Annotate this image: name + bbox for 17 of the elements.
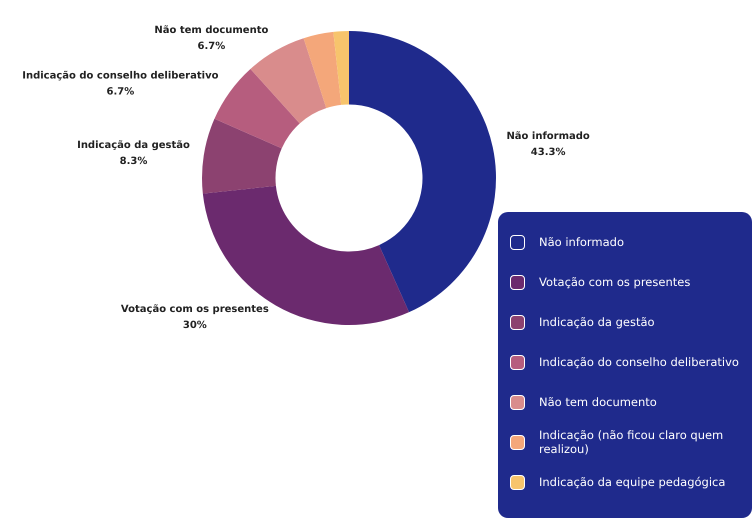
slice-label: Votação com os presentes [120,304,269,316]
legend-label: Votação com os presentes [539,275,690,289]
slice-label: Não informado [506,130,590,142]
legend-label: Indicação da equipe pedagógica [539,475,726,489]
data-label: 6.7% [106,86,134,98]
data-label: 8.3% [120,156,148,167]
data-label: 6.7% [197,41,226,52]
data-label: 30% [182,320,207,332]
legend-label: Indicação da gestão [539,315,655,329]
slice-label: Não tem documento [154,25,268,36]
legend-label: Não informado [539,235,624,249]
slice-label: Indicação da gestão [77,140,190,151]
data-label: 43.3% [530,146,566,158]
legend-label: Indicação do conselho deliberativo [539,355,739,369]
legend-label: Indicação (não ficou claro quem realizou) [539,428,724,456]
legend-label: Não tem documento [539,395,657,409]
slice-label: Indicação do conselho deliberativo [22,70,219,82]
